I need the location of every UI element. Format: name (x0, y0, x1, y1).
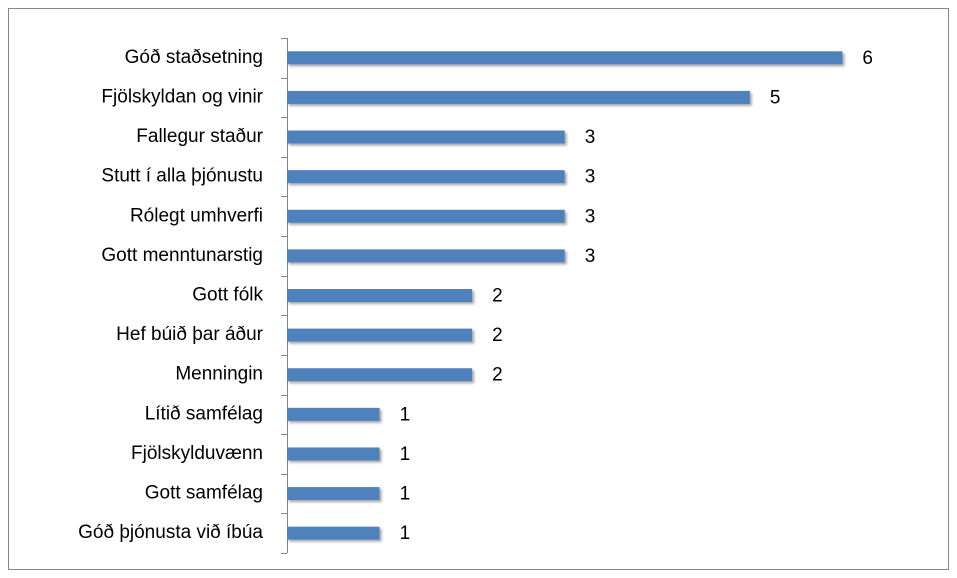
value-label: 1 (400, 444, 411, 465)
bar (287, 289, 473, 302)
bar (287, 90, 750, 104)
y-tick-label: Stutt í alla þjónustu (101, 166, 263, 187)
bar (287, 328, 473, 342)
y-tick-label: Lítið samfélag (145, 403, 263, 424)
y-tick-label: Gott samfélag (145, 483, 263, 504)
y-tick-label: Góð staðsetning (125, 47, 263, 68)
bar (287, 447, 380, 461)
y-tick-label: Fjölskylduvænn (131, 443, 263, 464)
value-label: 2 (492, 286, 503, 307)
bar (287, 170, 565, 184)
bar (287, 249, 565, 263)
bar (287, 526, 380, 540)
value-label: 1 (400, 404, 411, 425)
y-tick-label: Hef búið þar áður (116, 324, 263, 345)
y-tick-label: Gott fólk (192, 285, 263, 306)
y-tick-label: Gott menntunarstig (101, 245, 263, 266)
value-label: 2 (492, 365, 503, 386)
y-tick-label: Fjölskyldan og vinir (101, 86, 263, 107)
value-label: 3 (585, 206, 596, 227)
value-label: 3 (585, 167, 596, 188)
bar (287, 368, 473, 382)
bar (287, 51, 843, 65)
y-tick-label: Góð þjónusta við íbúa (78, 522, 263, 543)
value-label: 3 (585, 246, 596, 267)
y-tick-label: Menningin (175, 364, 263, 385)
bar (287, 130, 565, 144)
value-label: 3 (585, 127, 596, 148)
value-label: 6 (862, 48, 873, 69)
y-tick-label: Rólegt umhverfi (130, 205, 263, 226)
value-label: 1 (400, 523, 411, 544)
bar (287, 407, 380, 421)
value-label: 2 (492, 325, 503, 346)
bar (287, 209, 565, 223)
bar (287, 487, 380, 501)
value-label: 1 (400, 484, 411, 505)
y-tick-label: Fallegur staður (136, 126, 263, 147)
value-label: 5 (770, 87, 781, 108)
